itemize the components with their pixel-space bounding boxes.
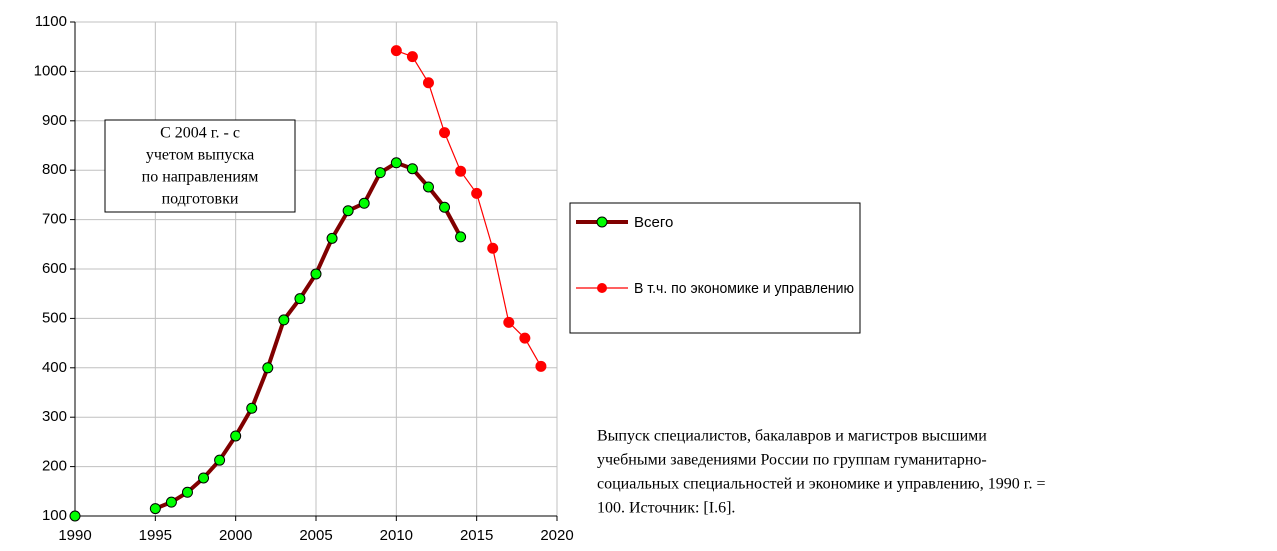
point: [165, 496, 177, 508]
x-tick-label: 1990: [58, 527, 91, 544]
point: [422, 77, 434, 89]
point: [358, 197, 370, 209]
caption-text: 100. Источник: [I.6].: [597, 500, 735, 517]
point: [278, 314, 290, 326]
caption-text: учебными заведениями России по группам г…: [597, 452, 987, 469]
point: [246, 402, 258, 414]
point: [342, 205, 354, 217]
point: [422, 181, 434, 193]
point: [294, 293, 306, 305]
caption-text: социальных специальностей и экономике и …: [597, 476, 1046, 493]
legend-label-text: В т.ч. по экономике и управлению: [634, 280, 854, 297]
point: [374, 167, 386, 179]
y-tick-label: 1000: [34, 62, 67, 79]
legend-label: Всего: [634, 214, 673, 231]
annotation-text: по направлениям: [142, 169, 259, 186]
annotation-box: [104, 119, 296, 213]
x-tick-label: 2015: [460, 527, 493, 544]
y-tick-label: 900: [42, 112, 67, 129]
point: [310, 268, 322, 280]
series-line: [396, 50, 542, 367]
y-tick-label: 700: [42, 211, 67, 228]
y-tick-label: 1100: [35, 13, 67, 30]
point: [455, 165, 467, 177]
annotation-text: С 2004 г. - с: [160, 125, 240, 142]
point: [439, 127, 451, 139]
legend-box: [569, 202, 861, 334]
point: [69, 510, 81, 522]
point: [519, 332, 531, 344]
caption-text: Выпуск специалистов, бакалавров и магист…: [597, 428, 987, 445]
point: [406, 163, 418, 175]
point: [214, 454, 226, 466]
annotation-text: подготовки: [162, 191, 239, 208]
y-tick-label: 500: [42, 309, 67, 326]
legend-label: В т.ч. по экономике и управлению: [634, 280, 854, 297]
point: [149, 503, 161, 515]
y-tick-label: 800: [42, 161, 67, 178]
point: [262, 362, 274, 374]
point: [390, 157, 402, 169]
legend-marker: [597, 283, 607, 293]
point: [198, 472, 210, 484]
x-tick-label: 2020: [540, 527, 573, 544]
point: [230, 430, 242, 442]
x-tick-label: 2010: [380, 527, 413, 544]
y-tick-label: 100: [42, 507, 67, 524]
point: [439, 201, 451, 213]
point: [181, 486, 193, 498]
y-tick-label: 400: [42, 359, 67, 376]
point: [535, 360, 547, 372]
point: [455, 231, 467, 243]
series-line: [154, 160, 463, 511]
x-tick-label: 2000: [219, 527, 252, 544]
annotation-text: учетом выпуска: [146, 147, 254, 164]
x-tick-label: 2005: [299, 527, 332, 544]
y-tick-label: 300: [42, 408, 67, 425]
x-tick-label: 1995: [139, 527, 172, 544]
y-tick-label: 600: [42, 260, 67, 277]
point: [406, 51, 418, 63]
point: [471, 187, 483, 199]
legend-marker: [596, 216, 608, 228]
y-tick-label: 200: [42, 458, 67, 475]
point: [326, 232, 338, 244]
point: [390, 45, 402, 57]
point: [503, 316, 515, 328]
point: [487, 242, 499, 254]
